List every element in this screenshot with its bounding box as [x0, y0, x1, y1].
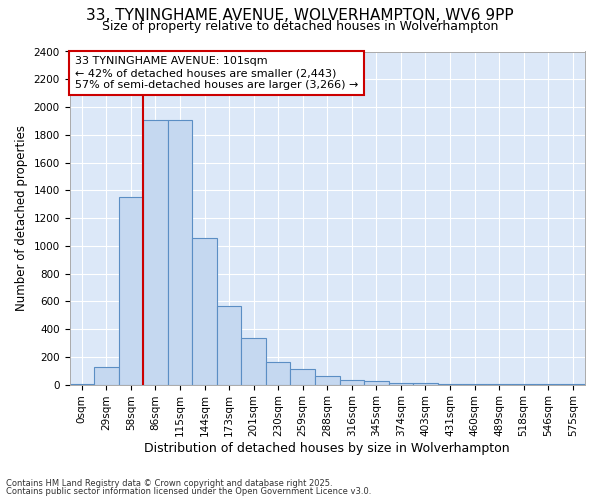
Bar	[413, 383, 438, 384]
Bar	[143, 120, 168, 384]
Bar	[290, 370, 315, 384]
Bar	[94, 367, 119, 384]
Text: 33 TYNINGHAME AVENUE: 101sqm
← 42% of detached houses are smaller (2,443)
57% of: 33 TYNINGHAME AVENUE: 101sqm ← 42% of de…	[74, 56, 358, 90]
Bar	[315, 376, 340, 384]
Bar	[389, 382, 413, 384]
Y-axis label: Number of detached properties: Number of detached properties	[15, 125, 28, 311]
Bar	[192, 238, 217, 384]
X-axis label: Distribution of detached houses by size in Wolverhampton: Distribution of detached houses by size …	[145, 442, 510, 455]
Text: Contains public sector information licensed under the Open Government Licence v3: Contains public sector information licen…	[6, 487, 371, 496]
Bar	[217, 306, 241, 384]
Text: Size of property relative to detached houses in Wolverhampton: Size of property relative to detached ho…	[102, 20, 498, 33]
Bar	[266, 362, 290, 384]
Bar	[241, 338, 266, 384]
Text: Contains HM Land Registry data © Crown copyright and database right 2025.: Contains HM Land Registry data © Crown c…	[6, 478, 332, 488]
Bar	[340, 380, 364, 384]
Bar	[364, 381, 389, 384]
Text: 33, TYNINGHAME AVENUE, WOLVERHAMPTON, WV6 9PP: 33, TYNINGHAME AVENUE, WOLVERHAMPTON, WV…	[86, 8, 514, 22]
Bar	[119, 196, 143, 384]
Bar	[168, 120, 192, 384]
